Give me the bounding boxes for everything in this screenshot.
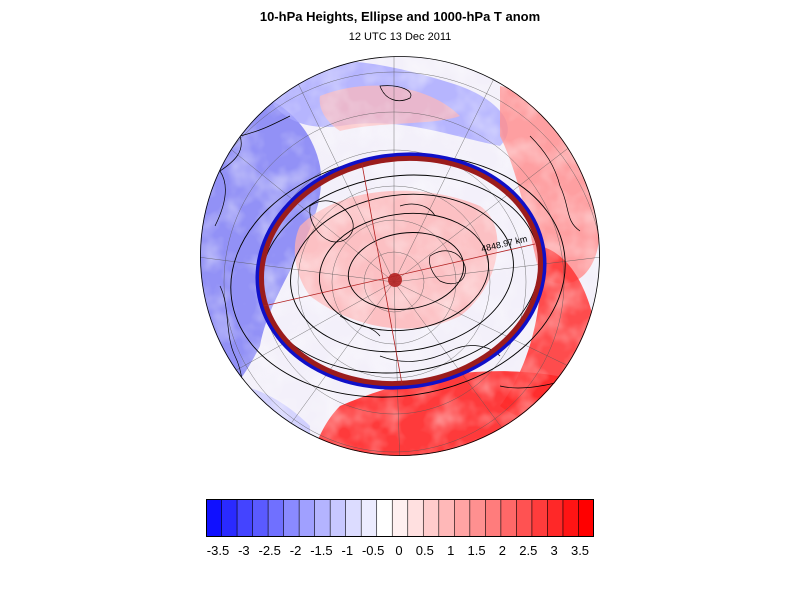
colorbar-tick-label: 0	[395, 543, 403, 558]
colorbar-cell	[422, 499, 440, 537]
colorbar-cell	[252, 499, 269, 537]
colorbar-tick-labels: -3.5 -3 -2.5 -2 -1.5 -1 -0.5 0 0.5 1 1.5 2 2.5 3 3.5	[0, 543, 800, 563]
colorbar-tick-label: -0.5	[361, 543, 385, 558]
figure-title: 10-hPa Heights, Ellipse and 1000-hPa T a…	[259, 9, 541, 24]
colorbar-cell	[547, 499, 564, 537]
colorbar-cell	[500, 499, 518, 537]
colorbar-cell	[376, 499, 393, 537]
colorbar-cell	[329, 499, 347, 537]
colorbar-cell	[360, 499, 378, 537]
colorbar-tick-label: 0.5	[415, 543, 434, 558]
globe-outline	[200, 56, 600, 456]
colorbar-tick-label: 3.5	[570, 543, 590, 558]
colorbar-tick-label: -2	[289, 543, 302, 558]
colorbar-tick-label: 3	[550, 543, 558, 558]
colorbar-border	[206, 499, 594, 537]
colorbar-cell	[345, 499, 362, 537]
vortex-centroid	[388, 273, 402, 287]
colorbar-cell	[206, 499, 223, 537]
colorbar-cell	[578, 499, 594, 537]
vortex-ellipse-outline	[255, 152, 547, 390]
height-contours	[230, 154, 566, 398]
colorbar-cell	[221, 499, 238, 537]
colorbar-tick-label: -1.5	[310, 543, 333, 558]
colorbar-tick-label: 1.5	[467, 543, 486, 558]
ellipse-minor-axis	[361, 163, 403, 385]
colorbar-tick-label: 1	[447, 543, 455, 558]
polar-stereographic-map: 4848.97 km	[200, 56, 600, 456]
colorbar-cell	[454, 499, 471, 537]
colorbar-cell	[469, 499, 486, 537]
colorbar	[206, 499, 594, 537]
colorbar-cell	[407, 499, 424, 537]
colorbar-tick-label: -3.5	[206, 543, 230, 558]
colorbar-tick-label: -3	[238, 543, 250, 558]
colorbar-cell	[314, 499, 331, 537]
colorbar-cell	[236, 499, 254, 537]
colorbar-tick-label: 2.5	[519, 543, 538, 558]
colorbar-cell	[267, 499, 285, 537]
colorbar-cell	[485, 499, 502, 537]
colorbar-tick-label: -1	[341, 543, 354, 558]
colorbar-cell	[391, 499, 409, 537]
colorbar-cell	[531, 499, 549, 537]
colorbar-cell	[562, 499, 580, 537]
colorbar-tick-label: 2	[498, 543, 507, 558]
coastlines	[214, 85, 581, 407]
vortex-ellipse	[258, 155, 544, 387]
colorbar-tick-label: -2.5	[258, 543, 281, 558]
figure-subtitle: 12 UTC 13 Dec 2011	[348, 31, 452, 43]
colorbar-cell	[283, 499, 300, 537]
colorbar-cell	[438, 499, 455, 537]
colorbar-cell	[298, 499, 316, 537]
colorbar-cell	[516, 499, 533, 537]
